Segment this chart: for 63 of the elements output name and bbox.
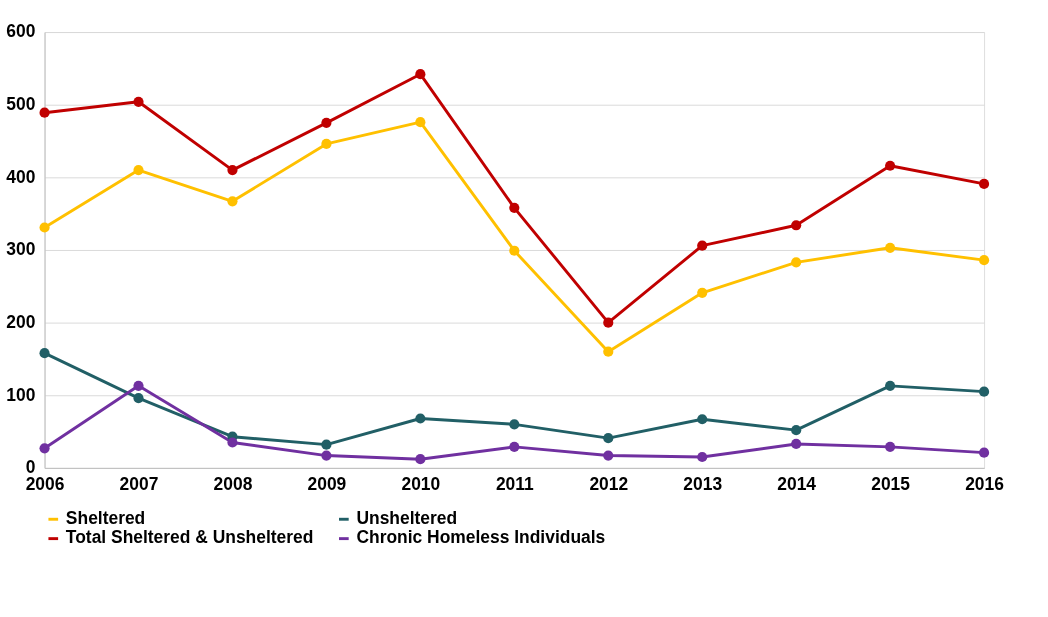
point [603, 433, 614, 444]
point [509, 202, 520, 213]
point [39, 222, 50, 233]
point [321, 450, 332, 461]
legend-label: Unsheltered [356, 508, 458, 529]
point [415, 413, 426, 424]
point [603, 317, 614, 328]
point [415, 69, 426, 80]
point [697, 414, 708, 425]
point [321, 117, 332, 128]
point [978, 386, 990, 397]
point [39, 348, 50, 359]
point [321, 439, 332, 450]
point [227, 196, 238, 207]
x-tick-label: 2009 [307, 473, 347, 494]
point [509, 419, 520, 430]
x-tick-label: 2012 [589, 473, 629, 494]
point [133, 96, 144, 107]
y-tick-label: 300 [6, 239, 36, 260]
point [791, 438, 802, 450]
legend-label: Total Sheltered & Unsheltered [65, 527, 314, 548]
point [697, 287, 708, 298]
x-tick-label: 2013 [683, 473, 723, 494]
point [227, 437, 238, 448]
point [133, 393, 144, 404]
point [885, 380, 896, 391]
point [791, 220, 802, 231]
point [509, 245, 520, 256]
point [603, 450, 614, 461]
point [227, 165, 238, 176]
point [978, 255, 990, 266]
x-tick-label: 2016 [965, 473, 1005, 494]
y-tick-label: 500 [6, 94, 36, 115]
y-tick-label: 600 [6, 21, 36, 42]
point [978, 447, 990, 458]
point [978, 178, 990, 189]
point [697, 451, 708, 463]
point [133, 380, 144, 391]
x-tick-label: 2010 [401, 473, 441, 494]
point [39, 443, 50, 454]
x-tick-label: 2008 [213, 473, 253, 494]
point [697, 240, 708, 251]
point [39, 107, 50, 118]
x-tick-label: 2015 [871, 473, 911, 494]
legend-label: Chronic Homeless Individuals [356, 527, 606, 548]
point [791, 257, 802, 268]
y-tick-label: 100 [6, 384, 36, 405]
point [791, 425, 802, 436]
point [509, 441, 520, 452]
point [885, 441, 896, 452]
point [321, 138, 332, 149]
y-tick-label: 200 [6, 311, 36, 332]
y-tick-label: 400 [6, 166, 36, 187]
point [885, 242, 896, 253]
point [603, 346, 614, 357]
point [133, 165, 144, 176]
legend-label: Sheltered [65, 508, 146, 529]
x-tick-label: 2007 [119, 473, 159, 494]
x-tick-label: 2014 [777, 473, 817, 494]
point [415, 454, 426, 465]
x-tick-label: 2011 [495, 473, 535, 494]
point [415, 117, 426, 128]
point [885, 160, 896, 171]
